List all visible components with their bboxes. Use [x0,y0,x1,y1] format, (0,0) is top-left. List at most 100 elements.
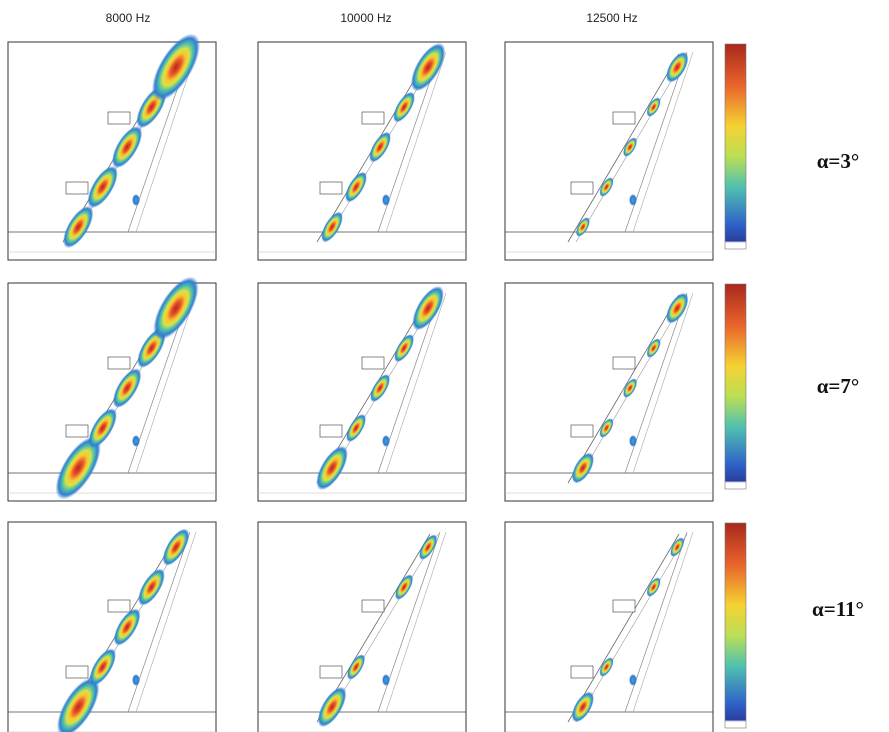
slat-box [361,111,385,125]
slat-box [107,111,131,125]
source-region [138,568,165,606]
flap-outline [632,531,694,713]
side-lobe [382,194,390,206]
source-region [87,165,118,209]
flap-outline [385,51,447,233]
source-region [347,654,366,680]
panel-frame [504,282,714,502]
source-region [151,33,201,101]
source-region [112,368,142,408]
source-region [88,408,117,448]
beamforming-map [7,33,217,261]
side-lobe [382,674,390,686]
flap-outline [135,292,197,474]
source-region [316,445,348,491]
beamforming-map [504,521,714,732]
source-region [599,177,614,197]
source-region [63,205,94,249]
wing-outline [575,533,688,723]
column-header: 12500 Hz [586,11,637,25]
source-region [599,657,614,677]
slat-box [612,111,636,125]
source-region [623,137,638,157]
source-region [419,534,438,560]
flap-outline [385,531,447,713]
source-region [412,285,444,331]
column-header: 10000 Hz [340,11,391,25]
slat-box [570,424,594,438]
slat-box [570,665,594,679]
beamforming-map [257,282,467,502]
beamforming-map [504,282,714,502]
colorbar [724,522,747,729]
row-label: α=7° [817,374,860,398]
flap-outline [385,292,447,474]
side-lobe [132,435,140,447]
flap-outline [632,51,694,233]
slat-box [361,356,385,370]
side-lobe [382,435,390,447]
source-region [599,418,614,438]
source-region [317,686,347,728]
source-region [369,131,391,163]
slat-box [107,356,131,370]
beamforming-map [257,521,467,732]
slat-box [65,424,89,438]
slat-box [612,599,636,613]
side-lobe [132,674,140,686]
source-region [89,648,116,686]
source-region [670,537,685,557]
beamforming-map [7,521,217,732]
source-region [395,574,414,600]
source-region [162,528,190,566]
source-region [571,452,594,484]
side-lobe [629,435,637,447]
source-region [666,51,689,83]
slat-box [319,181,343,195]
source-region [394,334,415,363]
source-region [646,97,661,117]
source-region [57,677,100,732]
source-region [113,608,141,646]
source-region [55,436,101,500]
beamforming-map [257,41,467,261]
slat-box [107,599,131,613]
flap-outline [135,531,197,713]
source-region [111,125,143,169]
colorbar [724,43,747,250]
source-region [575,217,590,237]
slat-box [65,665,89,679]
panel-frame [257,521,467,732]
row-label: α=11° [812,597,864,621]
slat-box [65,181,89,195]
source-region [646,577,661,597]
source-region [345,171,367,203]
slat-box [319,665,343,679]
source-region [571,691,594,723]
slat-box [612,356,636,370]
flap-outline [632,292,694,474]
row-label: α=3° [817,149,860,173]
source-region [321,211,343,243]
panel-frame [504,41,714,261]
source-region [346,414,366,443]
wing-outline [567,53,680,243]
panel-frame [504,521,714,732]
side-lobe [629,674,637,686]
column-header: 8000 Hz [106,11,151,25]
source-region [153,276,199,340]
slat-box [361,599,385,613]
panel-frame [7,521,217,732]
source-region [646,338,661,358]
source-region [370,374,390,403]
source-region [410,42,446,92]
flap-outline [135,51,197,233]
colorbar [724,283,747,490]
beamforming-map [504,41,714,261]
slat-box [570,181,594,195]
source-region [393,91,415,123]
side-lobe [132,194,140,206]
side-lobe [629,194,637,206]
source-region [623,378,638,398]
